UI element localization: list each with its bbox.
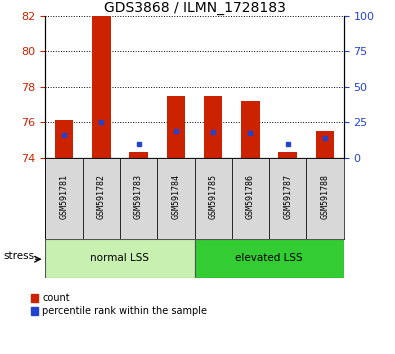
Bar bbox=[232, 158, 269, 239]
Bar bbox=[194, 239, 344, 278]
Bar bbox=[55, 120, 73, 158]
Title: GDS3868 / ILMN_1728183: GDS3868 / ILMN_1728183 bbox=[103, 1, 286, 15]
Text: stress: stress bbox=[4, 251, 35, 262]
Bar bbox=[120, 158, 157, 239]
Bar bbox=[278, 152, 297, 158]
Bar bbox=[167, 96, 185, 158]
Text: GSM591783: GSM591783 bbox=[134, 174, 143, 219]
Bar bbox=[269, 158, 307, 239]
Text: GSM591787: GSM591787 bbox=[283, 174, 292, 219]
Bar bbox=[45, 158, 83, 239]
Legend: count, percentile rank within the sample: count, percentile rank within the sample bbox=[30, 293, 207, 316]
Text: GSM591781: GSM591781 bbox=[60, 174, 69, 219]
Bar bbox=[194, 158, 232, 239]
Text: elevated LSS: elevated LSS bbox=[235, 253, 303, 263]
Bar bbox=[316, 131, 334, 158]
Text: normal LSS: normal LSS bbox=[90, 253, 149, 263]
Text: GSM591785: GSM591785 bbox=[209, 174, 218, 219]
Bar bbox=[241, 101, 260, 158]
Text: GSM591786: GSM591786 bbox=[246, 174, 255, 219]
Bar bbox=[157, 158, 194, 239]
Bar bbox=[307, 158, 344, 239]
Bar bbox=[204, 96, 222, 158]
Bar bbox=[129, 152, 148, 158]
Bar bbox=[83, 158, 120, 239]
Bar bbox=[45, 239, 194, 278]
Text: GSM591788: GSM591788 bbox=[320, 174, 329, 219]
Text: GSM591782: GSM591782 bbox=[97, 174, 106, 219]
Text: GSM591784: GSM591784 bbox=[171, 174, 181, 219]
Bar bbox=[92, 16, 111, 158]
